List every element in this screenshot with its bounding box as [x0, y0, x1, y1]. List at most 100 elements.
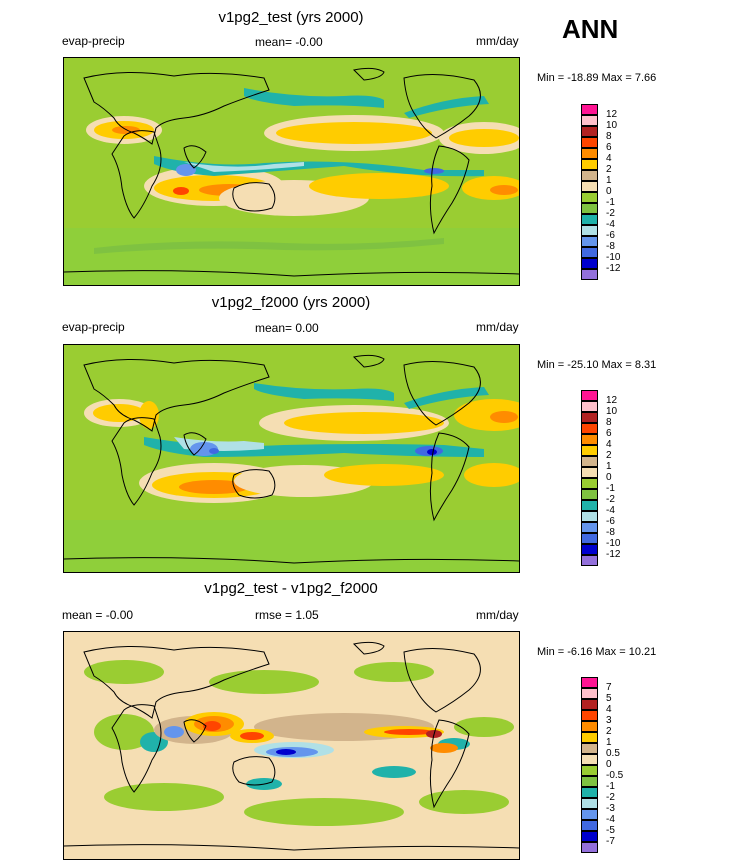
colorbar-swatch — [581, 710, 598, 721]
colorbar-swatch — [581, 787, 598, 798]
colorbar-swatch — [581, 467, 598, 478]
colorbar-label: 7 — [606, 682, 612, 693]
colorbar-swatch — [581, 820, 598, 831]
colorbar-swatch — [581, 489, 598, 500]
panel-3-minmax: Min = -6.16 Max = 10.21 — [537, 646, 657, 658]
colorbar-label: 0 — [606, 759, 612, 770]
panel-2-minmax: Min = -25.10 Max = 8.31 — [537, 359, 657, 371]
colorbar-swatch — [581, 192, 598, 203]
colorbar-swatch — [581, 522, 598, 533]
colorbar-label: 4 — [606, 439, 612, 450]
colorbar-swatch — [581, 412, 598, 423]
colorbar-swatch — [581, 842, 598, 853]
colorbar-swatch — [581, 809, 598, 820]
colorbar-swatch — [581, 456, 598, 467]
panel-1-field-label: evap-precip — [62, 34, 125, 48]
colorbar-label: -8 — [606, 527, 615, 538]
colorbar-swatch — [581, 555, 598, 566]
colorbar-swatch — [581, 423, 598, 434]
colorbar-label: 2 — [606, 726, 612, 737]
colorbar-label: -10 — [606, 538, 621, 549]
season-label: ANN — [562, 14, 619, 44]
colorbar-swatch — [581, 115, 598, 126]
panel-3-units-label: mm/day — [476, 608, 519, 622]
colorbar-swatch — [581, 445, 598, 456]
colorbar-swatch — [581, 170, 598, 181]
colorbar-swatch — [581, 126, 598, 137]
colorbar-label: 1 — [606, 175, 612, 186]
colorbar-swatch — [581, 511, 598, 522]
colorbar-label: 0.5 — [606, 748, 620, 759]
panel-3-map-svg — [64, 632, 519, 859]
colorbar-label: 12 — [606, 109, 618, 120]
colorbar-swatch — [581, 798, 598, 809]
colorbar-label: -6 — [606, 230, 615, 241]
colorbar-label: -1 — [606, 483, 615, 494]
colorbar-label: -6 — [606, 516, 615, 527]
colorbar-label: 4 — [606, 153, 612, 164]
panel-2-title: v1pg2_f2000 (yrs 2000) — [211, 294, 371, 311]
colorbar-swatch — [581, 137, 598, 148]
panel-2-mean-label: mean= 0.00 — [255, 321, 319, 335]
colorbar-swatch — [581, 390, 598, 401]
colorbar-swatch — [581, 688, 598, 699]
colorbar-swatch — [581, 831, 598, 842]
colorbar-label: -1 — [606, 781, 615, 792]
colorbar-label: 4 — [606, 704, 612, 715]
colorbar-swatch — [581, 533, 598, 544]
colorbar-label: 2 — [606, 164, 612, 175]
colorbar-swatch — [581, 500, 598, 511]
colorbar-swatch — [581, 743, 598, 754]
panel-2-map — [63, 344, 520, 573]
colorbar-label: 10 — [606, 120, 618, 131]
colorbar-label: -10 — [606, 252, 621, 263]
colorbar-swatch — [581, 214, 598, 225]
colorbar-label: -12 — [606, 263, 621, 274]
panel-1-minmax: Min = -18.89 Max = 7.66 — [537, 72, 657, 84]
colorbar-label: 1 — [606, 737, 612, 748]
colorbar-swatch — [581, 225, 598, 236]
colorbar-label: 0 — [606, 186, 612, 197]
colorbar-swatch — [581, 247, 598, 258]
colorbar-swatch — [581, 699, 598, 710]
colorbar-label: -4 — [606, 814, 615, 825]
colorbar-swatch — [581, 269, 598, 280]
colorbar-label: -7 — [606, 836, 615, 847]
panel-3-mean-label: mean = -0.00 — [62, 608, 134, 622]
panel-1-mean-label: mean= -0.00 — [255, 35, 323, 49]
colorbar-swatch — [581, 181, 598, 192]
colorbar-swatch — [581, 776, 598, 787]
colorbar-label: 5 — [606, 693, 612, 704]
colorbar-swatch — [581, 544, 598, 555]
colorbar-swatch — [581, 401, 598, 412]
colorbar-label: -2 — [606, 792, 615, 803]
panel-1-map — [63, 57, 520, 286]
panel-1-units-label: mm/day — [476, 34, 519, 48]
colorbar-swatch — [581, 203, 598, 214]
colorbar-swatch — [581, 236, 598, 247]
panel-1-title: v1pg2_test (yrs 2000) — [218, 9, 364, 26]
colorbar-label: -2 — [606, 494, 615, 505]
colorbar-label: 2 — [606, 450, 612, 461]
panel-3-title: v1pg2_test - v1pg2_f2000 — [204, 580, 378, 597]
colorbar-swatch — [581, 434, 598, 445]
colorbar-label: 10 — [606, 406, 618, 417]
colorbar-swatch — [581, 721, 598, 732]
colorbar-label: 3 — [606, 715, 612, 726]
colorbar-swatch — [581, 104, 598, 115]
panel-3-rmse-label: rmse = 1.05 — [255, 608, 319, 622]
panel-2-map-svg — [64, 345, 519, 572]
colorbar-label: -8 — [606, 241, 615, 252]
colorbar-label: -1 — [606, 197, 615, 208]
colorbar-label: 1 — [606, 461, 612, 472]
colorbar-label: -4 — [606, 219, 615, 230]
colorbar-swatch — [581, 258, 598, 269]
panel-2-field-label: evap-precip — [62, 320, 125, 334]
panel-2-units-label: mm/day — [476, 320, 519, 334]
colorbar-label: 6 — [606, 428, 612, 439]
colorbar-label: 8 — [606, 131, 612, 142]
colorbar-label: -12 — [606, 549, 621, 560]
colorbar-swatch — [581, 754, 598, 765]
colorbar-label: -3 — [606, 803, 615, 814]
colorbar-label: -2 — [606, 208, 615, 219]
